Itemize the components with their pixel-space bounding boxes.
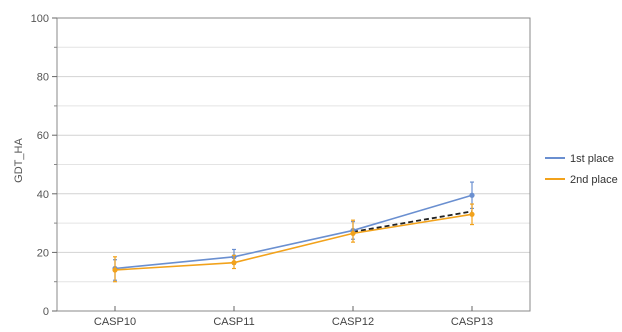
y-tick-label: 60 — [37, 130, 49, 142]
legend-label: 1st place — [570, 153, 614, 165]
data-point — [231, 260, 237, 266]
legend-label: 2nd place — [570, 174, 618, 186]
y-tick-label: 0 — [43, 306, 49, 318]
x-tick-label: CASP11 — [213, 316, 254, 327]
data-series — [112, 181, 475, 283]
data-point — [469, 211, 475, 217]
data-point — [350, 230, 356, 236]
y-tick-label: 40 — [37, 189, 49, 201]
y-axis-label: GDT_HA — [13, 138, 25, 183]
y-tick-label: 100 — [31, 13, 49, 25]
gridlines — [57, 46, 530, 283]
data-point — [112, 267, 118, 273]
y-tick-label: 80 — [37, 72, 49, 84]
series-line — [114, 213, 473, 271]
axes: 0 20 40 60 80 100 CASP10 CASP11 CASP12 CASP13 GDT_… — [13, 13, 531, 328]
x-tick-label: CASP10 — [94, 316, 136, 327]
data-point — [469, 192, 475, 198]
series-2 — [112, 203, 475, 283]
series-1 — [112, 181, 475, 281]
x-tick-label: CASP12 — [332, 316, 374, 327]
y-tick-label: 20 — [37, 247, 49, 259]
legend: 1st place 2nd place — [545, 153, 618, 186]
x-tick-label: CASP13 — [451, 316, 493, 327]
series-line — [114, 194, 473, 270]
dashed-trend-line — [352, 210, 473, 233]
